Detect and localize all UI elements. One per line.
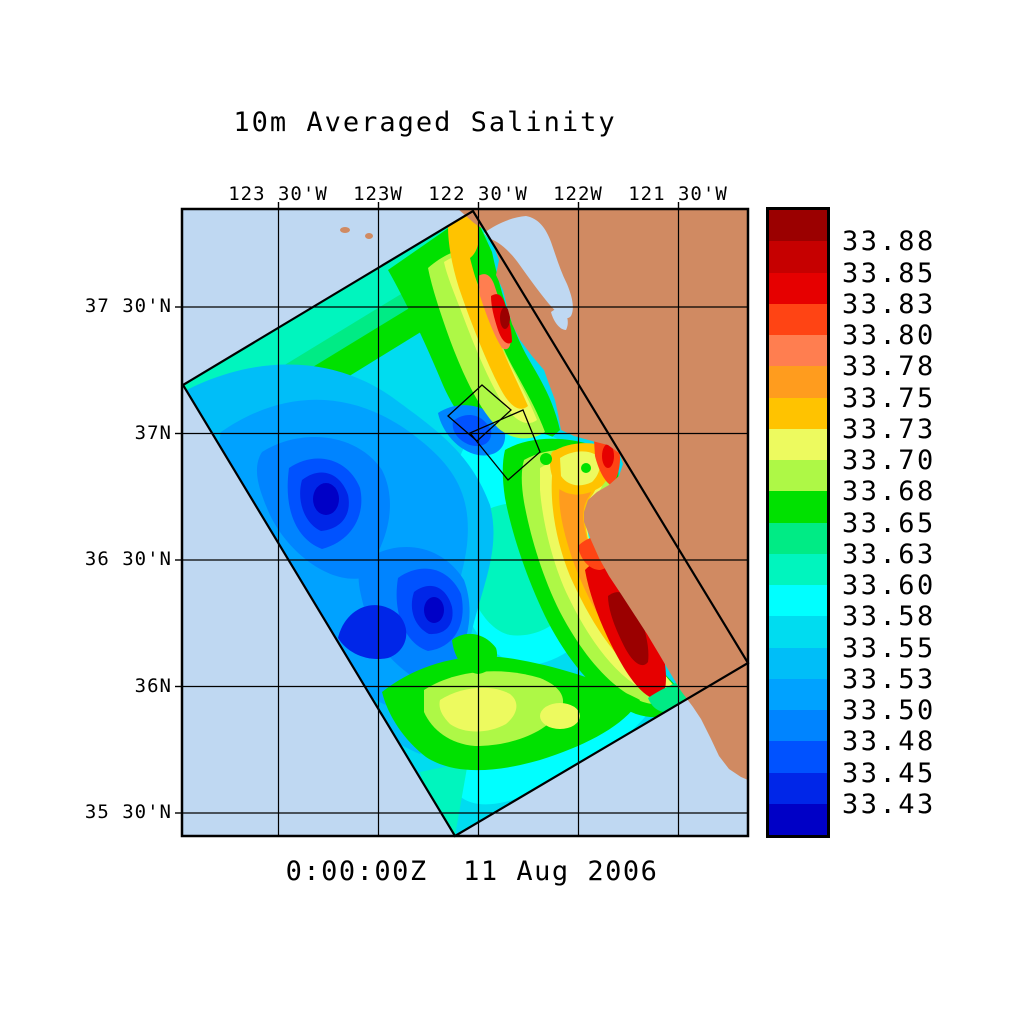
colorbar-label: 33.63 (842, 538, 936, 570)
colorbar-label: 33.65 (842, 507, 936, 539)
colorbar-band (769, 303, 827, 335)
colorbar-band (769, 335, 827, 367)
contour-band (500, 307, 510, 329)
contour-band (452, 414, 492, 447)
x-tick-label: 122W (553, 183, 603, 205)
colorbar-band (769, 460, 827, 492)
y-tick-label: 36 30'N (84, 548, 172, 570)
colorbar-band (769, 272, 827, 304)
colorbar-band (769, 241, 827, 273)
colorbar-label: 33.78 (842, 351, 936, 383)
colorbar-band (769, 616, 827, 648)
colorbar (766, 207, 830, 838)
colorbar-band (769, 366, 827, 398)
colorbar-label: 33.73 (842, 413, 936, 445)
y-tick-label: 35 30'N (84, 801, 172, 823)
land-polygon (458, 209, 748, 780)
nested-domain-2 (468, 409, 541, 481)
contour-band (559, 476, 654, 669)
colorbar-band (769, 210, 827, 242)
contour-band (540, 453, 552, 465)
timestamp-label: 0:00:00Z 11 Aug 2006 (285, 856, 659, 887)
san-francisco-bay-south-lobe (551, 306, 568, 330)
salinity-field (183, 211, 748, 836)
colorbar-label: 33.88 (842, 226, 936, 258)
colorbar-band (769, 772, 827, 804)
colorbar-label: 33.50 (842, 695, 936, 726)
x-tick-label: 123W (353, 183, 403, 205)
contour-band (540, 703, 580, 729)
colorbar-band (769, 741, 827, 773)
contour-band (338, 605, 407, 660)
island (340, 227, 350, 233)
san-francisco-bay (484, 216, 573, 319)
colorbar-band (769, 522, 827, 554)
colorbar-band (769, 553, 827, 585)
map-frame (180, 207, 750, 838)
colorbar-label: 33.75 (842, 382, 936, 414)
colorbar-band (769, 585, 827, 617)
colorbar-band (769, 397, 827, 429)
contour-band (452, 633, 498, 674)
contour-band (448, 215, 528, 409)
x-tick-label: 123 30'W (228, 183, 328, 205)
contour-band (424, 597, 444, 623)
contour-band (602, 444, 614, 468)
colorbar-band (769, 428, 827, 460)
contour-band (383, 322, 409, 344)
colorbar-label: 33.43 (842, 788, 936, 820)
grid-lines (182, 209, 748, 836)
colorbar-label: 33.58 (842, 601, 936, 633)
colorbar-label: 33.70 (842, 445, 936, 476)
contour-band (420, 762, 468, 836)
island (365, 233, 373, 239)
colorbar-band (769, 678, 827, 710)
colorbar-label: 33.85 (842, 257, 936, 289)
colorbar-band (769, 647, 827, 679)
colorbar-label: 33.60 (842, 570, 936, 601)
colorbar-band (769, 803, 827, 835)
contour-band (313, 483, 339, 515)
y-tick-label: 36N (134, 674, 172, 697)
colorbar-label: 33.68 (842, 476, 936, 508)
colorbar-label: 33.48 (842, 726, 936, 758)
colorbar-label: 33.80 (842, 320, 936, 351)
colorbar-label: 33.53 (842, 663, 936, 695)
contour-band (608, 592, 649, 666)
colorbar-label: 33.83 (842, 288, 936, 320)
plot-title: 10m Averaged Salinity (233, 107, 617, 138)
contour-band (560, 451, 600, 486)
x-tick-label: 121 30'W (628, 183, 728, 205)
y-tick-label: 37N (134, 421, 172, 444)
colorbar-band (769, 710, 827, 742)
x-tick-label: 122 30'W (428, 183, 528, 205)
colorbar-band (769, 491, 827, 523)
colorbar-label: 33.45 (842, 757, 936, 789)
colorbar-label: 33.55 (842, 632, 936, 664)
y-tick-label: 37 30'N (84, 295, 172, 317)
contour-band (581, 463, 591, 473)
